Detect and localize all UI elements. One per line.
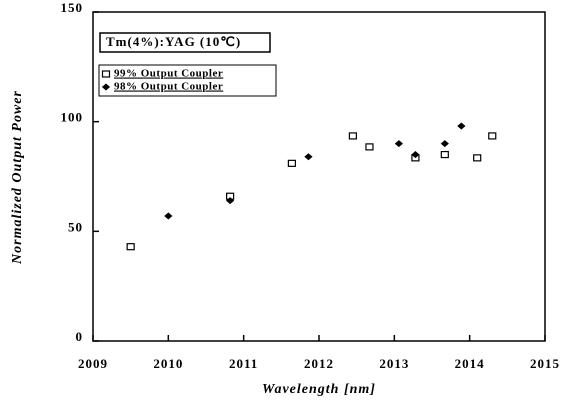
x-tick-label: 2012 xyxy=(304,356,334,371)
point xyxy=(126,243,135,251)
annotation-box xyxy=(99,32,271,53)
legend-label: 99% Output Coupler xyxy=(114,68,223,80)
legend-box xyxy=(98,64,277,97)
point xyxy=(225,197,235,205)
point xyxy=(457,122,466,130)
legend-marker xyxy=(101,70,111,78)
y-tick-label: 0 xyxy=(76,329,84,344)
x-tick-label: 2014 xyxy=(455,356,485,371)
x-tick-label: 2013 xyxy=(379,356,409,371)
point xyxy=(440,150,449,159)
y-tick-label: 100 xyxy=(61,110,84,125)
legend-label: 98% Output Coupler xyxy=(114,81,223,93)
x-tick-label: 2011 xyxy=(229,356,258,371)
point xyxy=(488,132,497,140)
point xyxy=(440,140,449,148)
x-tick-label: 2015 xyxy=(530,356,560,371)
x-axis-title: Wavelength [nm] xyxy=(262,382,376,397)
x-tick-label: 2009 xyxy=(78,356,108,371)
point xyxy=(394,140,403,148)
point xyxy=(287,159,296,167)
point xyxy=(348,132,357,140)
legend-marker xyxy=(101,83,111,91)
point xyxy=(411,151,420,159)
x-tick-label: 2010 xyxy=(153,356,183,371)
point xyxy=(304,153,313,161)
plot-frame xyxy=(92,11,546,342)
point xyxy=(164,212,173,220)
point xyxy=(365,143,374,151)
point xyxy=(473,154,482,162)
annotation: Tm(4%):YAG (10℃) xyxy=(106,34,241,49)
y-tick-label: 50 xyxy=(68,219,83,234)
y-tick-label: 150 xyxy=(61,0,84,15)
y-axis-title: Normalized Output Power xyxy=(10,90,25,265)
